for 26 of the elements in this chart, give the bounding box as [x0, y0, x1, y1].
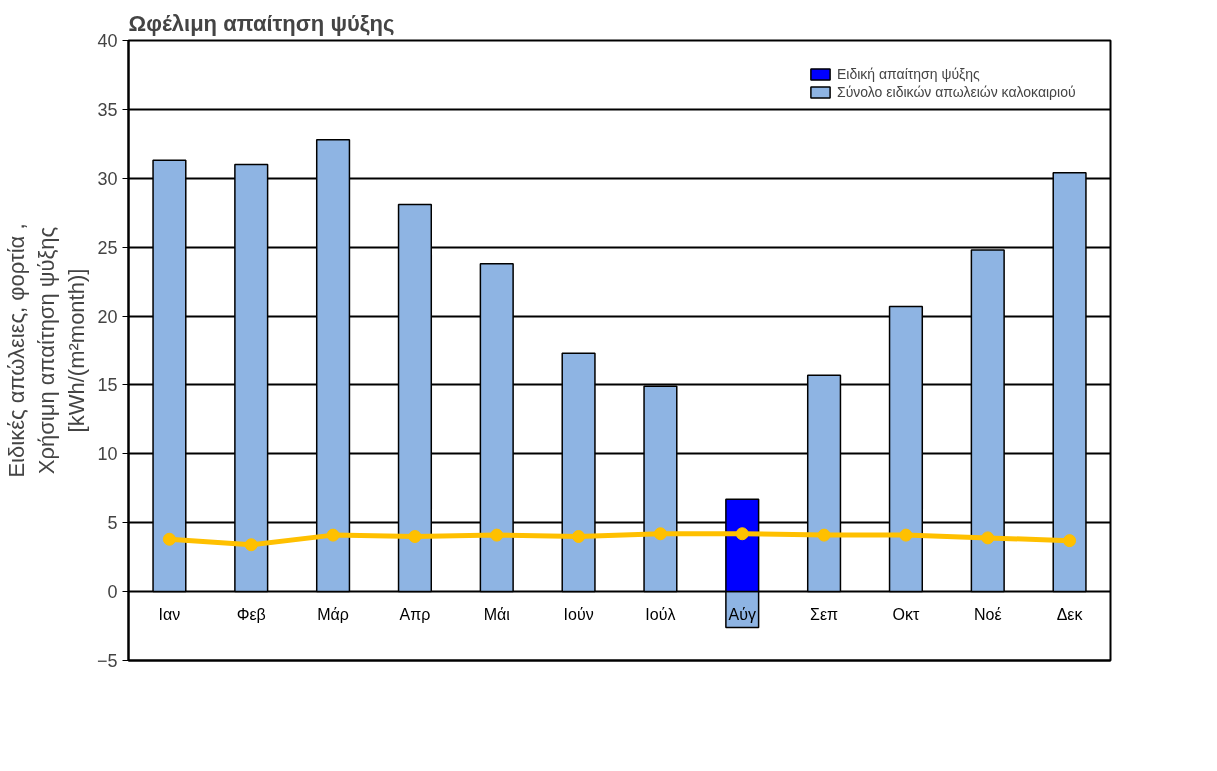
- y-tick-label: 30: [97, 168, 118, 189]
- x-tick-label: Ιούν: [563, 605, 594, 623]
- x-tick-label: Ιούλ: [645, 605, 676, 623]
- x-tick-label: Δεκ: [1056, 605, 1084, 623]
- y-tick-label: 0: [107, 582, 118, 603]
- x-tick-label: Σεπ: [810, 605, 839, 623]
- chart-title: Ωφέλιμη απαίτηση ψύξης: [128, 10, 395, 36]
- x-tick-label: Φεβ: [236, 605, 266, 623]
- legend-label: Ειδική απαίτηση ψύξης: [837, 66, 980, 82]
- x-tick-label: Απρ: [399, 605, 431, 623]
- x-tick-label: Αύγ: [728, 605, 756, 623]
- x-tick-label: Ιαν: [158, 605, 181, 623]
- x-tick-label: Οκτ: [892, 605, 920, 623]
- legend-label: Σύνολο ειδικών απωλειών καλοκαιριού: [837, 84, 1076, 100]
- y-axis-title: Ειδικές απώλειες, φορτία , Χρήσιμη απαίτηση ψύξης [kWh/(m²month)]: [3, 223, 89, 478]
- y-tick-label: 20: [97, 306, 118, 327]
- x-tick-label: Μάι: [483, 605, 511, 623]
- y-tick-label: 35: [97, 99, 118, 120]
- y-tick-label: 40: [97, 31, 118, 51]
- x-tick-label: Μάρ: [317, 605, 349, 623]
- y-tick-label: −5: [96, 651, 118, 671]
- x-tick-label: Νοέ: [973, 605, 1002, 623]
- y-tick-label: 25: [97, 237, 118, 258]
- y-tick-label: 10: [97, 444, 118, 465]
- y-tick-label: 5: [107, 513, 118, 534]
- y-tick-label: 15: [97, 375, 118, 396]
